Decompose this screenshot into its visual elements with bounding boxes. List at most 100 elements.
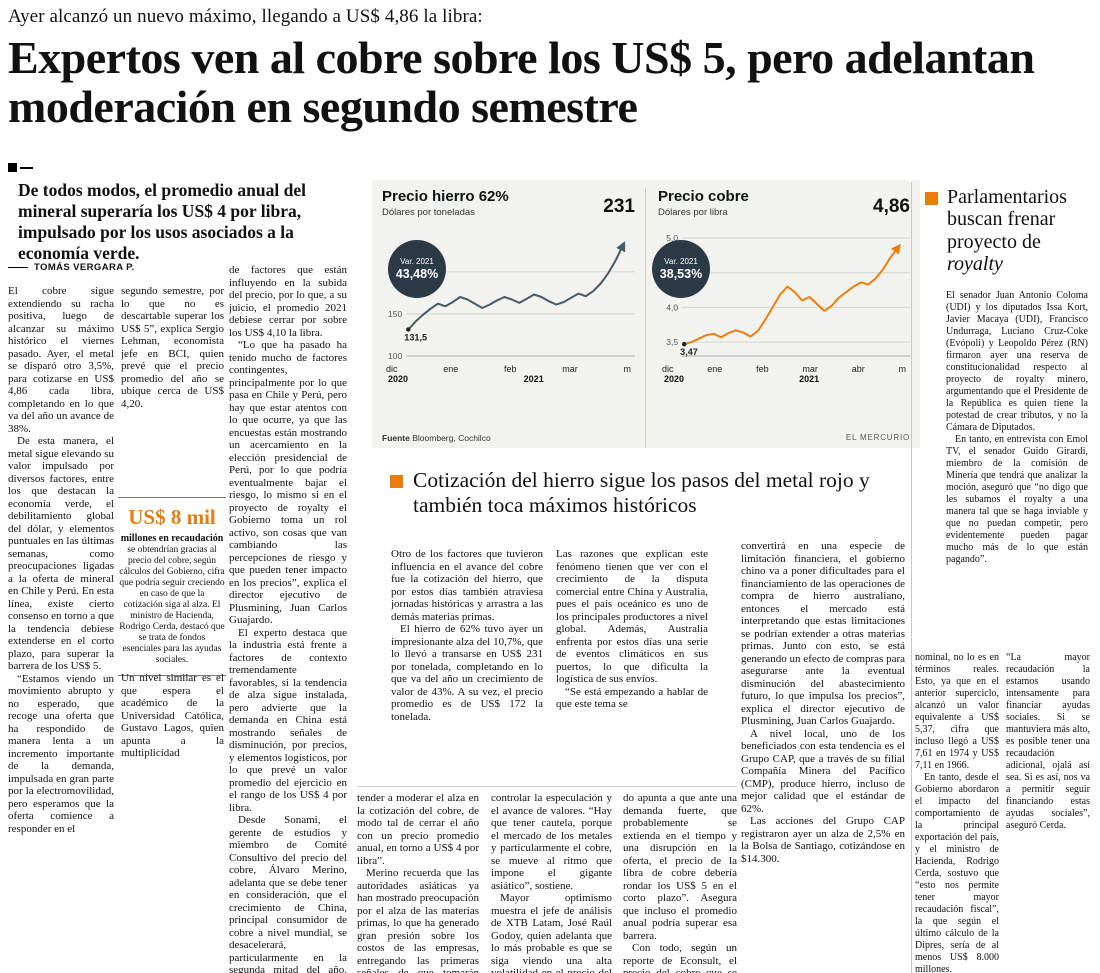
paragraph: El experto destaca que la industria está… (229, 626, 347, 814)
paragraph: El cobre sigue extendiendo su racha posi… (8, 285, 114, 435)
iron-x-axis-labels: dic ene feb mar m (382, 362, 635, 374)
sidebar-headline-italic: royalty (947, 253, 1003, 276)
copper-chart-subtitle: Dólares por libra (658, 207, 728, 218)
x-axis-label: abr (851, 364, 865, 374)
paragraph: El senador Juan Antonio Coloma (UDI) y l… (946, 290, 1088, 433)
paragraph: A nivel local, uno de los beneficiados c… (741, 727, 905, 815)
paragraph: de factores que están influyendo en la s… (229, 264, 347, 339)
x-axis-label: m (623, 364, 632, 374)
byline-rule (8, 267, 28, 268)
paragraph: Las razones que explican este fenómeno t… (556, 548, 708, 685)
svg-text:5,0: 5,0 (666, 233, 678, 243)
copper-variation-badge: Var. 2021 38,53% (652, 240, 710, 298)
chart-source-label: Fuente (382, 433, 410, 443)
chart-footer: Fuente Bloomberg, Cochilco EL MERCURIO (382, 433, 910, 443)
svg-text:4,0: 4,0 (666, 302, 678, 312)
paragraph: De esta manera, el metal sigue elevando … (8, 435, 114, 672)
black-square-icon (8, 163, 17, 172)
deck: De todos modos, el promedio anual del mi… (18, 180, 306, 263)
x-axis-label: dic (386, 364, 398, 374)
iron-chart-title: Precio hierro 62% (382, 188, 509, 205)
pull-quote-rest: se obtendrían gracias al precio del cobr… (119, 545, 225, 665)
article-column-4: tender a moderar el alza en la cotizació… (357, 792, 479, 973)
paragraph: Merino recuerda que las autoridades asiá… (357, 867, 479, 973)
year-label: 2021 (799, 374, 820, 384)
svg-text:100: 100 (388, 351, 403, 361)
subarticle-column-3: convertirá en una especie de limitación … (741, 540, 905, 973)
x-axis-label: dic (662, 364, 674, 374)
iron-variation-badge: Var. 2021 43,48% (388, 240, 446, 298)
article-column-5: controlar la especulación y el avance de… (491, 792, 612, 973)
main-headline: Expertos ven al cobre sobre los US$ 5, p… (8, 32, 1035, 133)
orange-square-icon (925, 192, 938, 205)
svg-text:150: 150 (388, 309, 403, 319)
charts-panel: Precio hierro 62% Dólares por toneladas … (372, 180, 920, 448)
x-axis-label: mar (562, 364, 578, 374)
year-label: 2020 (388, 374, 409, 384)
article-column-7: nominal, no lo es en términos reales. Es… (915, 652, 999, 973)
variation-label: Var. 2021 (664, 257, 698, 266)
byline: TOMÁS VERGARA P. (8, 262, 135, 273)
x-axis-label: ene (443, 364, 459, 374)
dash-rule (20, 166, 33, 169)
paragraph: Otro de los factores que tuvieron influe… (391, 548, 543, 623)
paragraph: Con todo, según un reporte de Econsult, … (623, 942, 737, 973)
copper-chart-title: Precio cobre (658, 188, 749, 205)
chart-source: Fuente Bloomberg, Cochilco (382, 433, 491, 443)
paragraph: segundo semestre, por lo que no es desca… (121, 285, 224, 410)
sidebar-headline: Parlamentarios buscan frenar proyecto de… (947, 186, 1093, 276)
variation-value: 38,53% (659, 267, 703, 281)
iron-chart: Precio hierro 62% Dólares por toneladas … (382, 188, 646, 448)
paragraph: Un nivel similar es el que espera el aca… (121, 672, 224, 759)
subarticle-headline: Cotización del hierro sigue los pasos de… (413, 468, 870, 517)
x-axis-label: feb (504, 364, 517, 374)
iron-chart-subtitle: Dólares por toneladas (382, 207, 475, 218)
copper-chart-header: Precio cobre Dólares por libra 4,86 (658, 188, 910, 230)
paragraph: Mayor optimismo muestra el jefe de análi… (491, 892, 612, 973)
section-divider (357, 786, 737, 787)
sidebar-headline-main: Parlamentarios buscan frenar proyecto de (947, 186, 1067, 253)
paragraph: “Estamos viendo un movimiento abrupto y … (8, 672, 114, 835)
paragraph: do apunta a que ante una demanda fuerte,… (623, 792, 737, 942)
x-axis-label: mar (802, 364, 818, 374)
publication-credit: EL MERCURIO (845, 433, 910, 442)
paragraph: nominal, no lo es en términos reales. Es… (915, 652, 999, 771)
svg-text:3,5: 3,5 (666, 337, 678, 347)
subarticle-column-1: Otro de los factores que tuvieron influe… (391, 548, 543, 786)
svg-text:3,47: 3,47 (680, 347, 698, 357)
variation-value: 43,48% (395, 267, 439, 281)
paragraph: Desde Sonami, el gerente de estudios y m… (229, 814, 347, 973)
variation-label: Var. 2021 (400, 257, 434, 266)
sidebar-headline-row: Parlamentarios buscan frenar proyecto de… (925, 186, 1093, 276)
svg-text:131,5: 131,5 (404, 333, 427, 343)
pull-quote-lead: millones en recaudación (120, 533, 224, 544)
byline-name: TOMÁS VERGARA P. (34, 262, 135, 273)
paragraph: controlar la especulación y el avance de… (491, 792, 612, 892)
subarticle-headline-row: Cotización del hierro sigue los pasos de… (390, 468, 910, 518)
copper-x-axis-years: 2020 2021 (658, 374, 910, 387)
article-column-2-bottom: Un nivel similar es el que espera el aca… (121, 672, 224, 973)
paragraph: En tanto, en entrevista con Emol TV, el … (946, 434, 1088, 565)
column-divider (911, 182, 912, 973)
year-label: 2021 (523, 374, 544, 384)
paragraph: “Lo que ha pasado ha tenido mucho de fac… (229, 339, 347, 626)
article-column-1: El cobre sigue extendiendo su racha posi… (8, 285, 114, 973)
sidebar-body: El senador Juan Antonio Coloma (UDI) y l… (946, 290, 1088, 646)
paragraph: En tanto, desde el Gobierno abordaron el… (915, 772, 999, 973)
article-column-6: do apunta a que ante una demanda fuerte,… (623, 792, 737, 973)
copper-line-chart: 5,04,54,03,53,47 (666, 233, 910, 357)
article-column-8: “La mayor recaudación la estamos usando … (1006, 652, 1090, 973)
paragraph: Las acciones del Grupo CAP registraron a… (741, 815, 905, 865)
pull-quote-text: millones en recaudación se obtendrían gr… (119, 533, 225, 666)
iron-latest-value: 231 (603, 196, 635, 217)
subarticle-column-2: Las razones que explican este fenómeno t… (556, 548, 708, 786)
kicker: Ayer alcanzó un nuevo máximo, llegando a… (8, 6, 483, 27)
iron-x-axis-years: 2020 2021 (382, 374, 635, 387)
chart-source-names: Bloomberg, Cochilco (412, 433, 491, 443)
copper-x-axis-labels: dic ene feb mar abr m (658, 362, 910, 374)
copper-latest-value: 4,86 (873, 196, 910, 217)
x-axis-label: m (898, 364, 906, 374)
article-column-3: de factores que están influyendo en la s… (229, 264, 347, 973)
x-axis-label: ene (707, 364, 723, 374)
